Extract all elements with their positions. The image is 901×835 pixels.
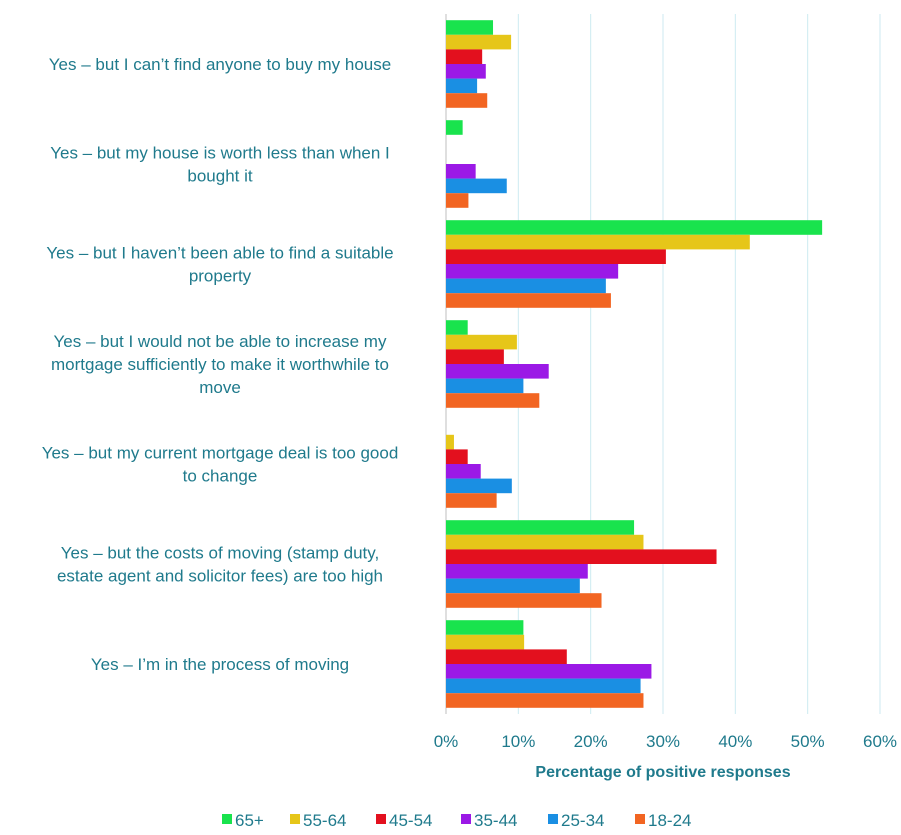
category-label: property: [189, 267, 252, 286]
bar-55-64: [446, 335, 517, 350]
bar-55-64: [446, 535, 643, 550]
legend-swatch: [548, 814, 558, 824]
bar-35-44: [446, 664, 651, 679]
bar-25-34: [446, 179, 507, 194]
x-tick-label: 20%: [574, 732, 608, 751]
category-label: Yes – but the costs of moving (stamp dut…: [61, 544, 379, 563]
bar-25-34: [446, 679, 641, 694]
x-tick-label: 60%: [863, 732, 897, 751]
bar-55-64: [446, 235, 750, 250]
bar-25-34: [446, 579, 580, 594]
bar-65+: [446, 220, 822, 235]
bar-25-34: [446, 479, 512, 494]
x-tick-label: 10%: [501, 732, 535, 751]
bar-45-54: [446, 649, 567, 664]
category-label: mortgage sufficiently to make it worthwh…: [51, 355, 389, 374]
bar-45-54: [446, 549, 717, 564]
legend-swatch: [222, 814, 232, 824]
bar-35-44: [446, 164, 476, 179]
bar-18-24: [446, 93, 487, 108]
x-tick-label: 40%: [718, 732, 752, 751]
legend-label: 25-34: [561, 811, 604, 830]
x-tick-label: 0%: [434, 732, 459, 751]
bar-35-44: [446, 264, 618, 279]
bar-35-44: [446, 364, 549, 379]
bar-18-24: [446, 193, 468, 208]
legend-swatch: [461, 814, 471, 824]
bar-55-64: [446, 435, 454, 450]
category-label: Yes – but my current mortgage deal is to…: [42, 444, 399, 463]
x-axis-title: Percentage of positive responses: [535, 764, 790, 781]
legend-swatch: [635, 814, 645, 824]
category-label: Yes – I’m in the process of moving: [91, 655, 349, 674]
category-label: bought it: [187, 167, 252, 186]
bar-18-24: [446, 293, 611, 308]
bar-65+: [446, 320, 468, 335]
bar-18-24: [446, 593, 602, 608]
legend-label: 55-64: [303, 811, 346, 830]
category-label: Yes – but my house is worth less than wh…: [50, 144, 390, 163]
category-label: Yes – but I would not be able to increas…: [54, 332, 387, 351]
legend-label: 18-24: [648, 811, 691, 830]
bar-55-64: [446, 35, 511, 50]
legend-label: 35-44: [474, 811, 517, 830]
bar-65+: [446, 120, 463, 135]
category-label: to change: [183, 467, 258, 486]
bar-25-34: [446, 279, 606, 294]
category-label: Yes – but I can’t find anyone to buy my …: [49, 55, 391, 74]
category-label: estate agent and solicitor fees) are too…: [57, 567, 383, 586]
bar-45-54: [446, 49, 482, 64]
category-label: Yes – but I haven’t been able to find a …: [46, 244, 393, 263]
bar-45-54: [446, 249, 666, 264]
bar-45-54: [446, 349, 504, 364]
bar-18-24: [446, 493, 497, 508]
bar-65+: [446, 620, 523, 635]
bar-65+: [446, 520, 634, 535]
bar-18-24: [446, 693, 643, 708]
bar-35-44: [446, 464, 481, 479]
legend-label: 65+: [235, 811, 264, 830]
legend-label: 45-54: [389, 811, 432, 830]
x-tick-label: 30%: [646, 732, 680, 751]
bar-45-54: [446, 449, 468, 464]
bar-25-34: [446, 379, 523, 394]
bar-55-64: [446, 635, 524, 650]
bar-35-44: [446, 64, 486, 79]
bar-18-24: [446, 393, 539, 408]
bar-35-44: [446, 564, 588, 579]
legend-swatch: [290, 814, 300, 824]
bar-25-34: [446, 79, 477, 94]
bar-65+: [446, 20, 493, 35]
legend-swatch: [376, 814, 386, 824]
x-tick-label: 50%: [791, 732, 825, 751]
category-label: move: [199, 378, 241, 397]
